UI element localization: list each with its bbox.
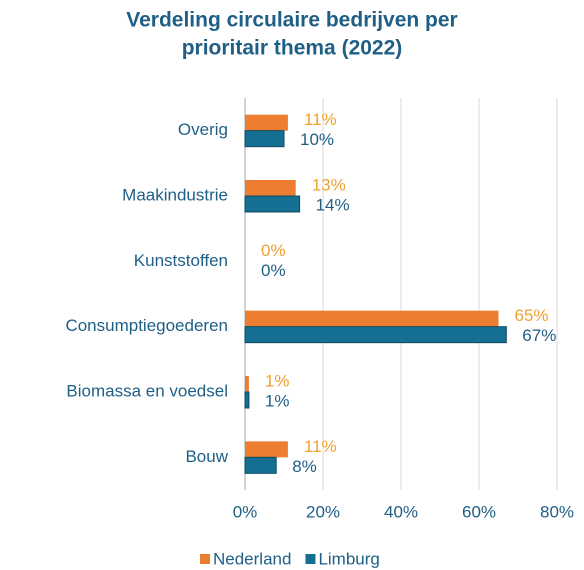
data-label: 14% [316, 195, 350, 214]
legend-swatch [200, 554, 210, 564]
legend-label: Nederland [213, 549, 291, 568]
y-tick-label: Kunststoffen [134, 251, 228, 270]
x-tick-label: 20% [306, 502, 340, 521]
x-tick-label: 80% [540, 502, 574, 521]
data-label: 65% [515, 306, 549, 325]
legend-label: Limburg [318, 549, 379, 568]
bar [244, 456, 277, 474]
chart-title: prioritair thema (2022) [182, 37, 403, 60]
legend-swatch [305, 554, 316, 564]
y-tick-label: Consumptiegoederen [65, 316, 228, 335]
data-label: 0% [261, 261, 286, 280]
bar [245, 310, 499, 327]
data-label: 13% [312, 175, 346, 194]
x-tick-label: 60% [462, 502, 496, 521]
data-label: 1% [265, 391, 290, 410]
data-label: 67% [522, 326, 556, 345]
x-tick-label: 0% [233, 502, 258, 521]
x-tick-label: 40% [384, 502, 418, 521]
data-label: 1% [265, 371, 290, 390]
y-tick-label: Bouw [185, 447, 228, 466]
bar [244, 391, 250, 409]
data-label: 11% [304, 110, 337, 129]
data-label: 8% [292, 457, 317, 476]
y-tick-label: Overig [178, 120, 228, 139]
chart-title: Verdeling circulaire bedrijven per [126, 9, 457, 32]
bar [244, 195, 301, 213]
bar [244, 326, 507, 344]
bar [245, 180, 296, 196]
data-label: 0% [261, 241, 286, 260]
bar [245, 441, 288, 458]
y-tick-label: Biomassa en voedsel [66, 381, 228, 400]
bar [245, 376, 249, 392]
data-label: 11% [304, 437, 337, 456]
bar [244, 130, 285, 148]
bar [245, 114, 288, 131]
y-tick-label: Maakindustrie [122, 185, 228, 204]
data-label: 10% [300, 130, 334, 149]
